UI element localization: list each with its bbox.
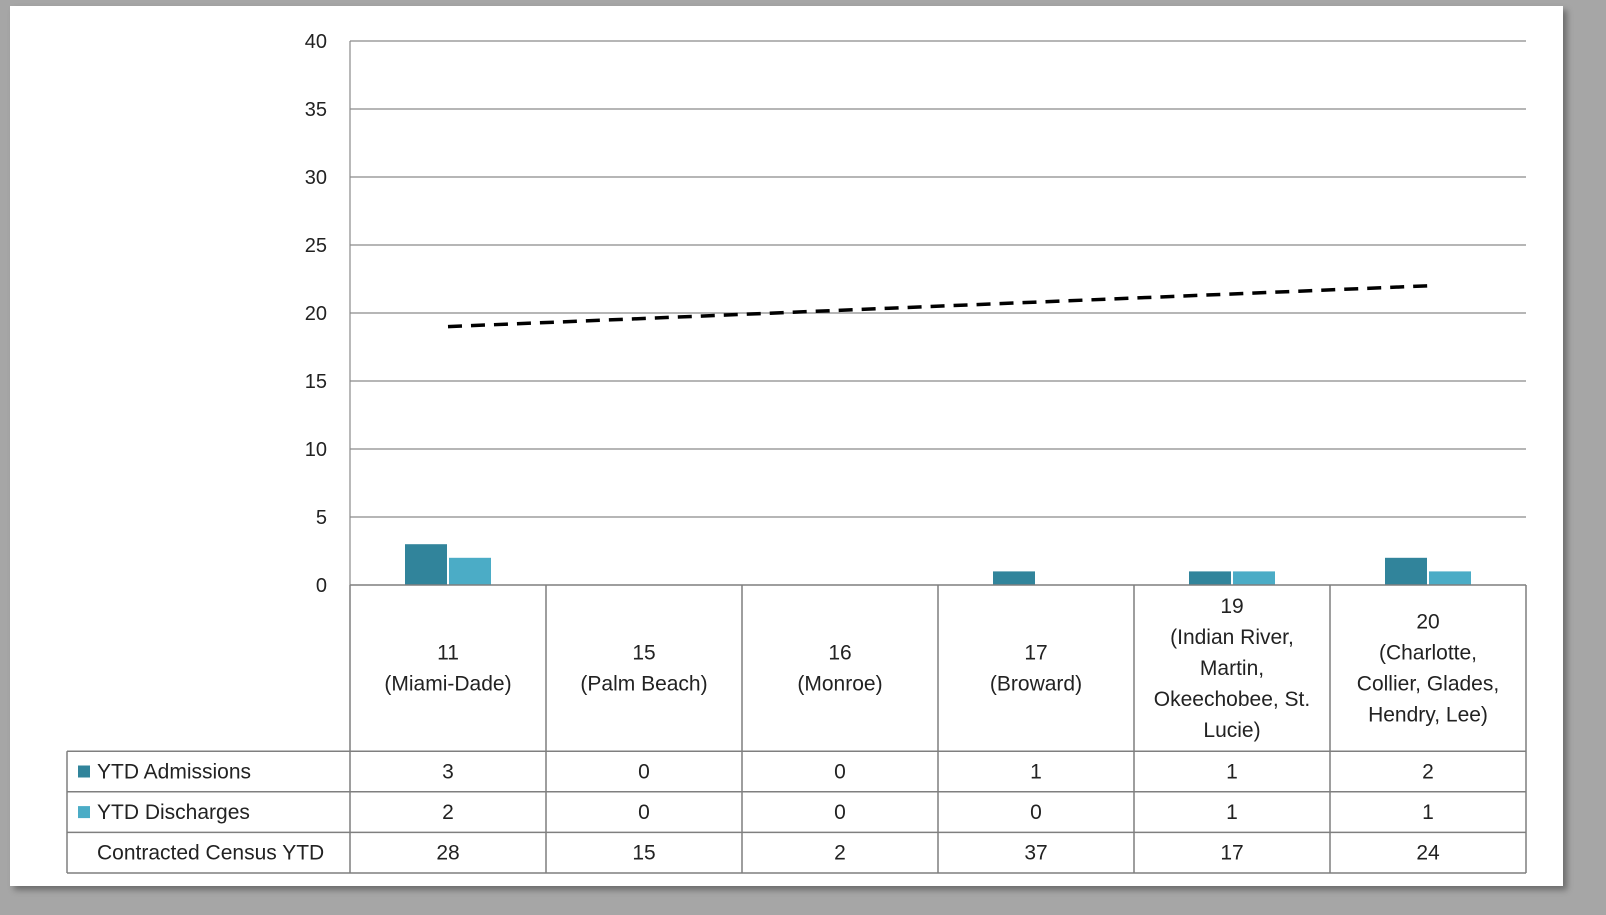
category-label: Hendry, Lee) — [1368, 704, 1488, 727]
table-cell-value: 28 — [436, 842, 459, 865]
table-cell-value: 24 — [1416, 842, 1440, 865]
table-cell-value: 0 — [1030, 801, 1042, 824]
category-label: (Palm Beach) — [580, 673, 707, 696]
chart-frame: 0 5 10 15 20 25 30 35 40 11 (Miami-Dade) 15 (Palm Be… — [10, 6, 1563, 886]
table-cell-value: 2 — [834, 842, 846, 865]
category-label: Okeechobee, St. — [1154, 688, 1310, 711]
table-cell-value: 2 — [1422, 761, 1434, 784]
category-label: 17 — [1024, 642, 1047, 665]
table-cell-value: 0 — [638, 761, 650, 784]
table-cell-value: 0 — [834, 761, 846, 784]
category-label: 19 — [1220, 595, 1243, 618]
table-cell-value: 2 — [442, 801, 454, 824]
table-cell-value: 0 — [638, 801, 650, 824]
category-label: 11 — [437, 642, 459, 665]
table-cell-value: 1 — [1226, 761, 1238, 784]
category-label: 16 — [828, 642, 851, 665]
legend-key — [78, 806, 90, 819]
table-cell-value: 1 — [1030, 761, 1042, 784]
category-label: (Charlotte, — [1379, 642, 1477, 665]
y-tick-label: 35 — [305, 99, 327, 121]
table-cell-value: 15 — [632, 842, 655, 865]
table-cell-value: 37 — [1024, 842, 1047, 865]
bar-ytd-admissions — [993, 571, 1035, 585]
series-label: Contracted Census YTD — [97, 842, 324, 865]
category-label: (Indian River, — [1170, 626, 1294, 649]
category-label: (Monroe) — [797, 673, 882, 696]
trendline — [447, 284, 1429, 329]
category-label: 15 — [632, 642, 655, 665]
series-label: YTD Admissions — [97, 761, 251, 784]
table-cell-value: 17 — [1220, 842, 1243, 865]
category-label: Collier, Glades, — [1357, 673, 1499, 696]
table-cell-value: 0 — [834, 801, 846, 824]
bar-ytd-admissions — [1189, 571, 1231, 585]
series-label: YTD Discharges — [97, 801, 250, 824]
y-tick-label: 15 — [305, 371, 327, 393]
table-cell-value: 1 — [1226, 801, 1238, 824]
y-tick-label: 20 — [305, 303, 327, 325]
table-cell-value: 3 — [442, 761, 454, 784]
legend-key — [78, 765, 90, 778]
bar-ytd-discharges — [449, 557, 491, 585]
category-label: 20 — [1416, 611, 1439, 634]
y-tick-label: 0 — [316, 575, 327, 597]
y-tick-label: 10 — [305, 439, 327, 461]
bar-ytd-admissions — [1385, 557, 1427, 585]
y-tick-label: 30 — [305, 167, 327, 189]
bar-ytd-admissions — [405, 544, 447, 585]
bar-ytd-discharges — [1429, 571, 1471, 585]
y-tick-label: 25 — [305, 235, 327, 257]
y-tick-label: 40 — [305, 31, 327, 53]
category-label: (Miami-Dade) — [384, 673, 511, 696]
category-label: Lucie) — [1203, 719, 1260, 742]
y-tick-label: 5 — [316, 507, 327, 529]
bar-ytd-discharges — [1233, 571, 1275, 585]
table-cell-value: 1 — [1422, 801, 1434, 824]
category-label: Martin, — [1200, 657, 1264, 680]
category-label: (Broward) — [990, 673, 1082, 696]
